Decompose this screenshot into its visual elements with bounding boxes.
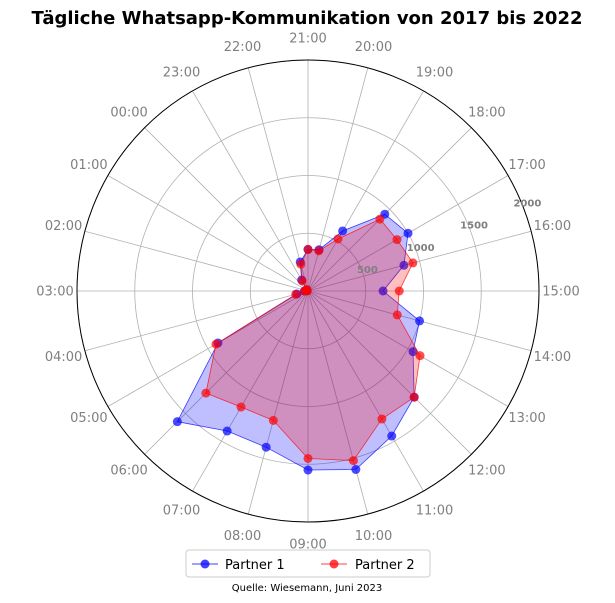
series-point-partner-2-2200 bbox=[296, 259, 306, 269]
hour-label-2300: 23:00 bbox=[163, 65, 200, 80]
series-point-partner-2-0700 bbox=[236, 402, 246, 412]
grid-spoke-1800 bbox=[307, 127, 472, 292]
hour-label-1200: 12:00 bbox=[468, 463, 505, 478]
legend-label-partner-1: Partner 1 bbox=[225, 558, 285, 573]
grid-spoke-0400 bbox=[84, 290, 309, 352]
series-point-partner-2-1100 bbox=[377, 414, 387, 424]
series-point-partner-2-1700 bbox=[392, 235, 402, 245]
grid-spoke-1200 bbox=[307, 290, 472, 455]
series-point-partner-2-1500 bbox=[394, 286, 404, 296]
grid-spoke-1100 bbox=[307, 290, 424, 492]
grid-spoke-1000 bbox=[307, 290, 369, 515]
hour-label-1000: 10:00 bbox=[355, 529, 392, 544]
series-point-partner-2-0400 bbox=[291, 289, 301, 299]
hour-label-1300: 13:00 bbox=[508, 411, 545, 426]
grid-spoke-2300 bbox=[192, 90, 309, 292]
grid-spoke-0000 bbox=[144, 127, 309, 292]
series-point-partner-2-0300 bbox=[300, 286, 310, 296]
hour-label-0900: 09:00 bbox=[289, 538, 326, 553]
grid-spoke-2200 bbox=[247, 67, 309, 292]
hour-label-0100: 01:00 bbox=[70, 158, 107, 173]
series-point-partner-1-1700 bbox=[403, 228, 413, 238]
grid-spoke-0800 bbox=[247, 290, 309, 515]
hour-label-0200: 02:00 bbox=[45, 219, 82, 234]
series-point-partner-1-1300 bbox=[408, 347, 418, 357]
series-point-partner-2-2300 bbox=[297, 276, 307, 286]
series-point-partner-1-0900 bbox=[303, 465, 313, 475]
grid-spoke-1300 bbox=[307, 290, 509, 407]
series-point-partner-2-0800 bbox=[268, 415, 278, 425]
series-point-partner-1-0600 bbox=[172, 417, 182, 427]
series-point-partner-1-1500 bbox=[378, 286, 388, 296]
series-point-partner-2-2000 bbox=[314, 246, 324, 256]
hour-label-1600: 16:00 bbox=[534, 219, 571, 234]
series-point-partner-1-1400 bbox=[415, 316, 425, 326]
hour-label-0800: 08:00 bbox=[224, 529, 261, 544]
series-point-partner-2-1000 bbox=[348, 456, 358, 466]
series-point-partner-1-0800 bbox=[261, 442, 271, 452]
legend-frame bbox=[185, 549, 431, 578]
series-point-partner-2-0900 bbox=[303, 453, 313, 463]
grid-spoke-1900 bbox=[307, 90, 424, 292]
grid-spoke-0700 bbox=[192, 290, 309, 492]
hour-label-0500: 05:00 bbox=[70, 411, 107, 426]
grid-spoke-0200 bbox=[84, 230, 309, 292]
grid-spoke-0500 bbox=[107, 290, 309, 407]
radial-tick-label-1500: 1500 bbox=[460, 221, 488, 232]
grid-spoke-0100 bbox=[107, 175, 309, 292]
label-layer: 00:00 01:00 02:00 03:00 04:00 05:00 06:00 07:00… bbox=[36, 32, 579, 553]
legend: Partner 1 Partner 2 bbox=[185, 549, 431, 578]
series-point-partner-2-1200 bbox=[409, 392, 419, 402]
hour-label-2100: 21:00 bbox=[289, 32, 326, 47]
series-point-partner-2-2100 bbox=[303, 244, 313, 254]
radial-tick-label-500: 500 bbox=[357, 265, 378, 276]
hour-label-1700: 17:00 bbox=[508, 158, 545, 173]
hour-label-2000: 20:00 bbox=[355, 40, 392, 55]
hour-label-0400: 04:00 bbox=[45, 350, 82, 365]
source-note: Quelle: Wiesemann, Juni 2023 bbox=[232, 583, 383, 594]
hour-label-1900: 19:00 bbox=[416, 65, 453, 80]
series-point-partner-2-0600 bbox=[201, 388, 211, 398]
series-layer bbox=[172, 209, 425, 475]
series-point-partner-2-1400 bbox=[392, 310, 402, 320]
hour-label-2200: 22:00 bbox=[224, 40, 261, 55]
grid-spoke-0600 bbox=[144, 290, 309, 455]
hour-label-1500: 15:00 bbox=[542, 285, 579, 300]
series-point-partner-2-1600 bbox=[408, 258, 418, 268]
series-point-partner-2-1300 bbox=[415, 351, 425, 361]
polar-frame bbox=[76, 59, 540, 523]
series-point-partner-1-1000 bbox=[351, 465, 361, 475]
series-point-partner-1-1100 bbox=[387, 431, 397, 441]
legend-label-partner-2: Partner 2 bbox=[355, 558, 415, 573]
hour-label-1800: 18:00 bbox=[468, 106, 505, 121]
series-point-partner-1-1900 bbox=[338, 226, 348, 236]
radial-tick-label-1000: 1000 bbox=[407, 243, 435, 254]
series-point-partner-1-0700 bbox=[222, 426, 232, 436]
hour-label-0300: 03:00 bbox=[36, 285, 73, 300]
chart-title: Tägliche Whatsapp-Kommunikation von 2017… bbox=[31, 8, 582, 29]
series-area-partner-2 bbox=[205, 219, 420, 461]
series-point-partner-2-1800 bbox=[375, 214, 385, 224]
grid-spoke-1600 bbox=[307, 230, 532, 292]
hour-label-1400: 14:00 bbox=[534, 350, 571, 365]
series-point-partner-2-0500 bbox=[211, 339, 221, 349]
hour-label-1100: 11:00 bbox=[416, 504, 453, 519]
series-point-partner-2-1900 bbox=[333, 234, 343, 244]
hour-label-0700: 07:00 bbox=[163, 504, 200, 519]
radial-tick-label-2000: 2000 bbox=[513, 199, 541, 210]
legend-marker-partner-2 bbox=[329, 559, 339, 569]
hour-label-0000: 00:00 bbox=[110, 106, 147, 121]
legend-marker-partner-1 bbox=[200, 559, 210, 569]
series-point-partner-1-1600 bbox=[399, 260, 409, 270]
hour-label-0600: 06:00 bbox=[110, 463, 147, 478]
